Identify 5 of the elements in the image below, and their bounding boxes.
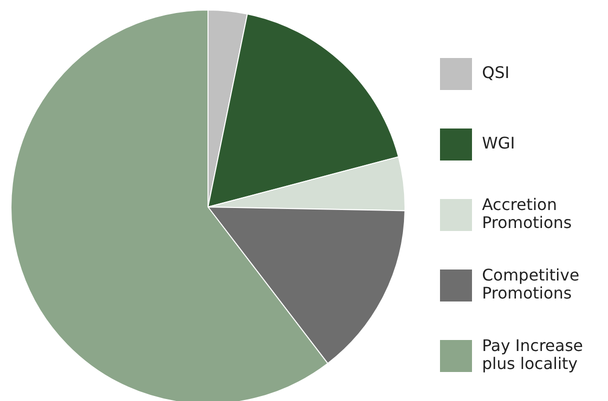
legend-label: WGI [482, 134, 515, 153]
legend-label: Accretion Promotions [482, 195, 572, 232]
legend-label: QSI [482, 63, 510, 82]
legend-label: Competitive Promotions [482, 266, 580, 303]
legend-label: Pay Increase plus locality [482, 336, 583, 374]
